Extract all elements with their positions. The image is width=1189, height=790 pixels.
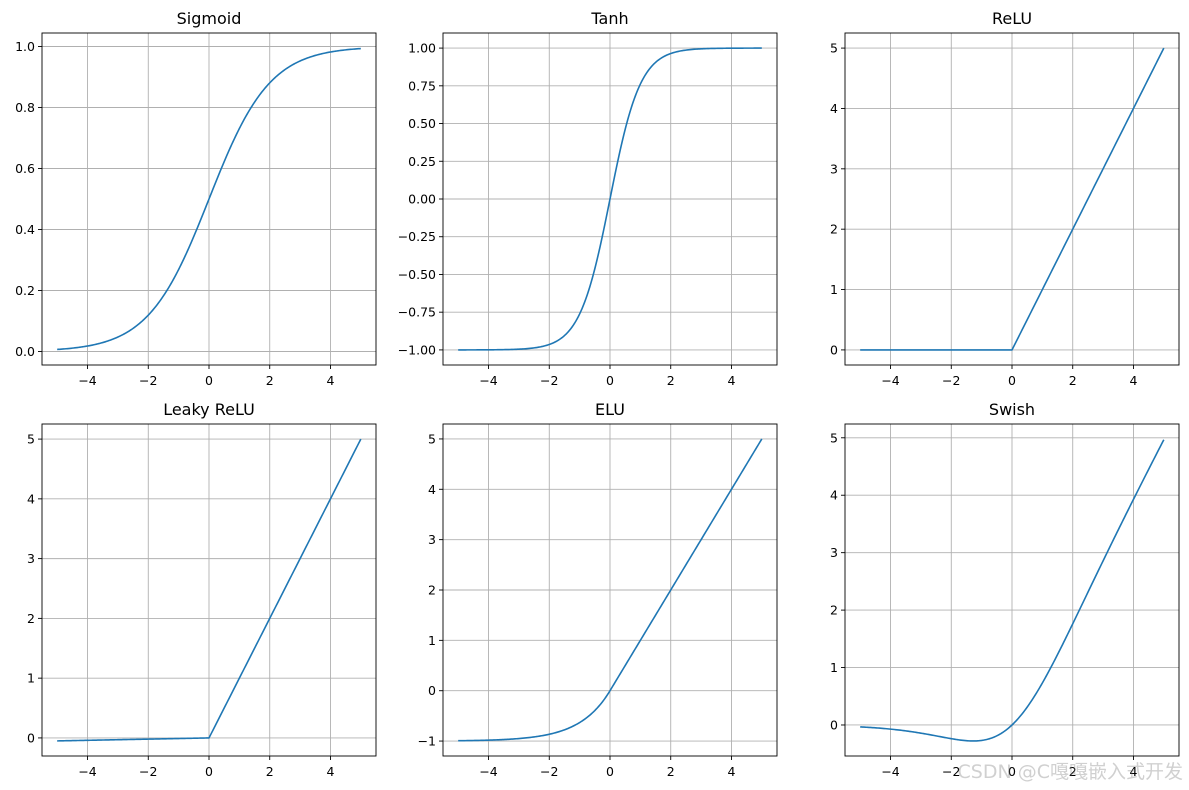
- y-tick-label: 2: [830, 603, 838, 618]
- subplot-tanh: −4 −2 0 2 4 −1.00 −0.75 −0.50 −0.25 0.00 0.25 0.50 0…: [398, 9, 778, 388]
- y-tick-label: 3: [27, 551, 35, 566]
- y-tick-label: 0.00: [408, 192, 436, 207]
- axes-frame: [844, 32, 1180, 366]
- chart-title: Leaky ReLU: [163, 400, 255, 419]
- y-tick-label: 0: [830, 717, 838, 732]
- y-tick-label: 2: [830, 222, 838, 237]
- y-tick-label: 4: [428, 482, 436, 497]
- x-tick-label: 0: [1008, 373, 1016, 388]
- y-tick-label: −1: [418, 734, 436, 749]
- x-tick-label: −4: [479, 373, 497, 388]
- x-tick-label: 2: [1069, 373, 1077, 388]
- x-tick-label: 4: [727, 373, 735, 388]
- chart-title: Tanh: [590, 9, 628, 28]
- x-tick-label: 2: [266, 764, 274, 779]
- y-tick-label: 0.75: [408, 78, 436, 93]
- y-tick-label: −0.50: [398, 267, 436, 282]
- y-tick-label: 1: [27, 671, 35, 686]
- x-tick-label: −4: [881, 764, 899, 779]
- y-tick-label: 0: [830, 342, 838, 357]
- x-tick-label: −2: [139, 764, 157, 779]
- subplot-sigmoid: −4 −2 0 2 4 0.0 0.2 0.4 0.6 0.8 1.0 Sigmoid: [15, 9, 377, 388]
- x-tick-label: 4: [326, 373, 334, 388]
- x-tick-label: 4: [326, 764, 334, 779]
- x-tick-label: −4: [479, 764, 497, 779]
- chart-title: ELU: [595, 400, 625, 419]
- x-tick-label: −2: [540, 764, 558, 779]
- subplot-elu: −4 −2 0 2 4 −1 0 1 2 3 4 5 ELU: [418, 400, 778, 779]
- x-tick-label: −4: [78, 764, 96, 779]
- y-tick-label: 1: [428, 633, 436, 648]
- x-tick-label: 0: [205, 764, 213, 779]
- axes-frame: [41, 423, 377, 757]
- subplot-swish: −4 −2 0 2 4 0 1 2 3 4 5 Swish: [830, 400, 1180, 779]
- y-tick-label: 4: [27, 491, 35, 506]
- chart-title: ReLU: [992, 9, 1032, 28]
- y-tick-label: 0.2: [15, 283, 35, 298]
- series-line: [860, 439, 1165, 742]
- series-line: [57, 47, 361, 351]
- y-tick-label: 5: [830, 430, 838, 445]
- y-tick-label: 1.0: [15, 39, 35, 54]
- x-tick-label: 2: [266, 373, 274, 388]
- y-tick-label: −0.25: [398, 229, 436, 244]
- x-tick-label: 0: [1008, 764, 1016, 779]
- y-tick-label: 1: [830, 660, 838, 675]
- y-tick-label: 3: [830, 545, 838, 560]
- x-tick-label: −4: [78, 373, 96, 388]
- x-tick-label: 0: [606, 764, 614, 779]
- chart-title: Sigmoid: [177, 9, 242, 28]
- x-tick-label: 0: [606, 373, 614, 388]
- y-tick-label: 0: [428, 683, 436, 698]
- axes-frame: [844, 423, 1180, 757]
- y-tick-label: 5: [428, 431, 436, 446]
- y-tick-label: 2: [428, 583, 436, 598]
- x-tick-label: 2: [1069, 764, 1077, 779]
- y-tick-label: 2: [27, 611, 35, 626]
- axes-frame: [41, 32, 377, 366]
- x-tick-label: 2: [667, 764, 675, 779]
- axes-frame: [442, 423, 778, 757]
- y-tick-label: 0: [27, 730, 35, 745]
- y-tick-label: −1.00: [398, 342, 436, 357]
- y-tick-label: 5: [27, 432, 35, 447]
- subplot-leaky-relu: −4 −2 0 2 4 0 1 2 3 4 5 Leaky ReLU: [27, 400, 377, 779]
- y-tick-label: 4: [830, 101, 838, 116]
- x-tick-label: 4: [1129, 373, 1137, 388]
- y-tick-label: 3: [830, 161, 838, 176]
- csdn-watermark: CSDN @C嘎嘎嵌入式开发: [957, 761, 1183, 783]
- y-tick-label: 0.50: [408, 116, 436, 131]
- series-line: [458, 47, 762, 351]
- x-tick-label: −4: [881, 373, 899, 388]
- x-tick-label: 0: [205, 373, 213, 388]
- axes-frame: [442, 32, 778, 366]
- x-tick-label: −2: [139, 373, 157, 388]
- x-tick-label: 2: [667, 373, 675, 388]
- y-tick-label: 0.8: [15, 100, 35, 115]
- y-tick-label: −0.75: [398, 305, 436, 320]
- x-tick-label: 4: [1129, 764, 1137, 779]
- y-tick-label: 0.0: [15, 344, 35, 359]
- subplot-relu: −4 −2 0 2 4 0 1 2 3 4 5 ReLU: [830, 9, 1180, 388]
- x-tick-label: 4: [727, 764, 735, 779]
- series-line: [458, 438, 763, 742]
- x-tick-label: −2: [540, 373, 558, 388]
- x-tick-label: −2: [942, 764, 960, 779]
- y-tick-label: 0.6: [15, 161, 35, 176]
- y-tick-label: 5: [830, 41, 838, 56]
- x-tick-label: −2: [942, 373, 960, 388]
- y-tick-label: 1: [830, 282, 838, 297]
- y-tick-label: 4: [830, 488, 838, 503]
- y-tick-label: 1.00: [408, 41, 436, 56]
- series-line: [860, 47, 1165, 351]
- y-tick-label: 0.4: [15, 222, 35, 237]
- y-tick-label: 0.25: [408, 154, 436, 169]
- y-tick-label: 3: [428, 532, 436, 547]
- series-line: [57, 438, 362, 742]
- chart-title: Swish: [989, 400, 1035, 419]
